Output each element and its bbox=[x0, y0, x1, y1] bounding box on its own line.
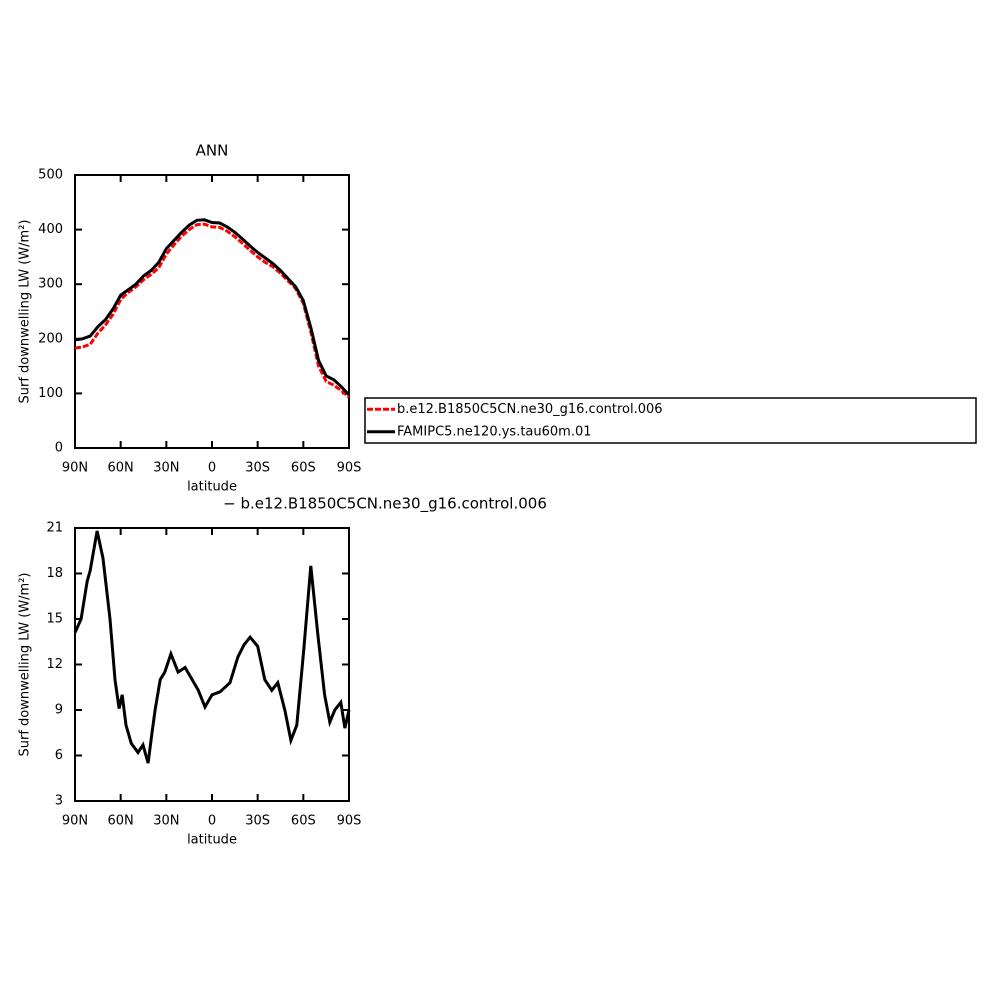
x-tick-label: 90N bbox=[62, 461, 88, 476]
y-tick-label: 200 bbox=[38, 331, 63, 346]
x-tick-label: 60N bbox=[108, 461, 134, 476]
x-tick-label: 30N bbox=[153, 814, 179, 829]
x-tick-label: 30S bbox=[245, 814, 270, 829]
y-tick-label: 3 bbox=[55, 794, 63, 809]
y-tick-label: 12 bbox=[46, 657, 63, 672]
x-tick-label: 30N bbox=[153, 461, 179, 476]
data-line bbox=[74, 218, 351, 397]
y-tick-label: 15 bbox=[46, 612, 63, 627]
y-tick-label: 300 bbox=[38, 277, 63, 292]
x-tick-label: 90S bbox=[337, 461, 362, 476]
x-tick-label: 90N bbox=[62, 814, 88, 829]
legend-label: b.e12.B1850C5CN.ne30_g16.control.006 bbox=[397, 402, 663, 417]
y-tick-label: 0 bbox=[55, 441, 63, 456]
x-tick-label: 0 bbox=[208, 814, 216, 829]
x-tick-label: 60S bbox=[291, 461, 316, 476]
y-tick-label: 500 bbox=[38, 168, 63, 183]
plot-frame bbox=[74, 527, 350, 802]
x-tick-label: 30S bbox=[245, 461, 270, 476]
x-tick-label: 90S bbox=[337, 814, 362, 829]
y-tick-label: 18 bbox=[46, 566, 63, 581]
data-line bbox=[74, 222, 350, 399]
x-tick-label: 60S bbox=[291, 814, 316, 829]
y-tick-label: 100 bbox=[38, 386, 63, 401]
legend-box bbox=[364, 397, 977, 444]
x-axis-label: latitude bbox=[187, 480, 237, 495]
y-axis-label: Surf downwelling LW (W/m²) bbox=[18, 220, 33, 404]
chart-title: ANN bbox=[196, 142, 229, 160]
y-tick-label: 400 bbox=[38, 222, 63, 237]
legend-label: FAMIPC5.ne120.ys.tau60m.01 bbox=[397, 424, 592, 439]
y-tick-label: 9 bbox=[55, 703, 63, 718]
y-axis-label: Surf downwelling LW (W/m²) bbox=[18, 573, 33, 757]
data-line bbox=[73, 530, 351, 764]
y-tick-label: 21 bbox=[46, 521, 63, 536]
x-axis-label: latitude bbox=[187, 833, 237, 848]
x-tick-label: 0 bbox=[208, 461, 216, 476]
chart-title: − b.e12.B1850C5CN.ne30_g16.control.006 bbox=[223, 495, 547, 514]
y-tick-label: 6 bbox=[55, 748, 63, 763]
x-tick-label: 60N bbox=[108, 814, 134, 829]
